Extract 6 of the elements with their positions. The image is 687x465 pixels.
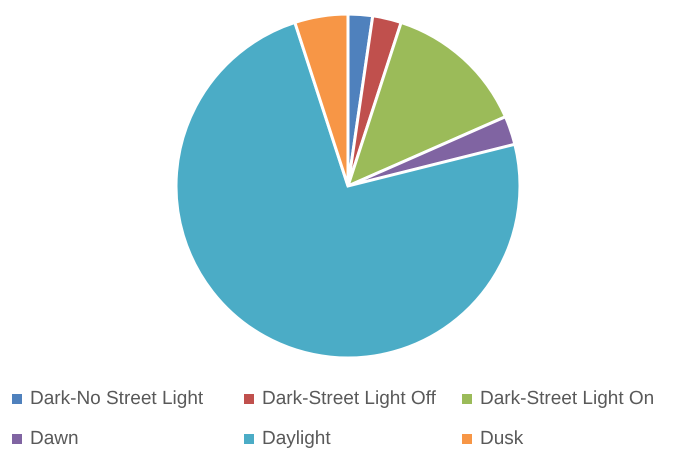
legend-label: Daylight bbox=[262, 428, 331, 450]
legend-label: Dusk bbox=[480, 428, 524, 450]
legend-label: Dark-Street Light On bbox=[480, 388, 654, 410]
legend-label: Dark-Street Light Off bbox=[262, 388, 436, 410]
legend-label: Dawn bbox=[30, 428, 79, 450]
legend-label: Dark-No Street Light bbox=[30, 388, 204, 410]
